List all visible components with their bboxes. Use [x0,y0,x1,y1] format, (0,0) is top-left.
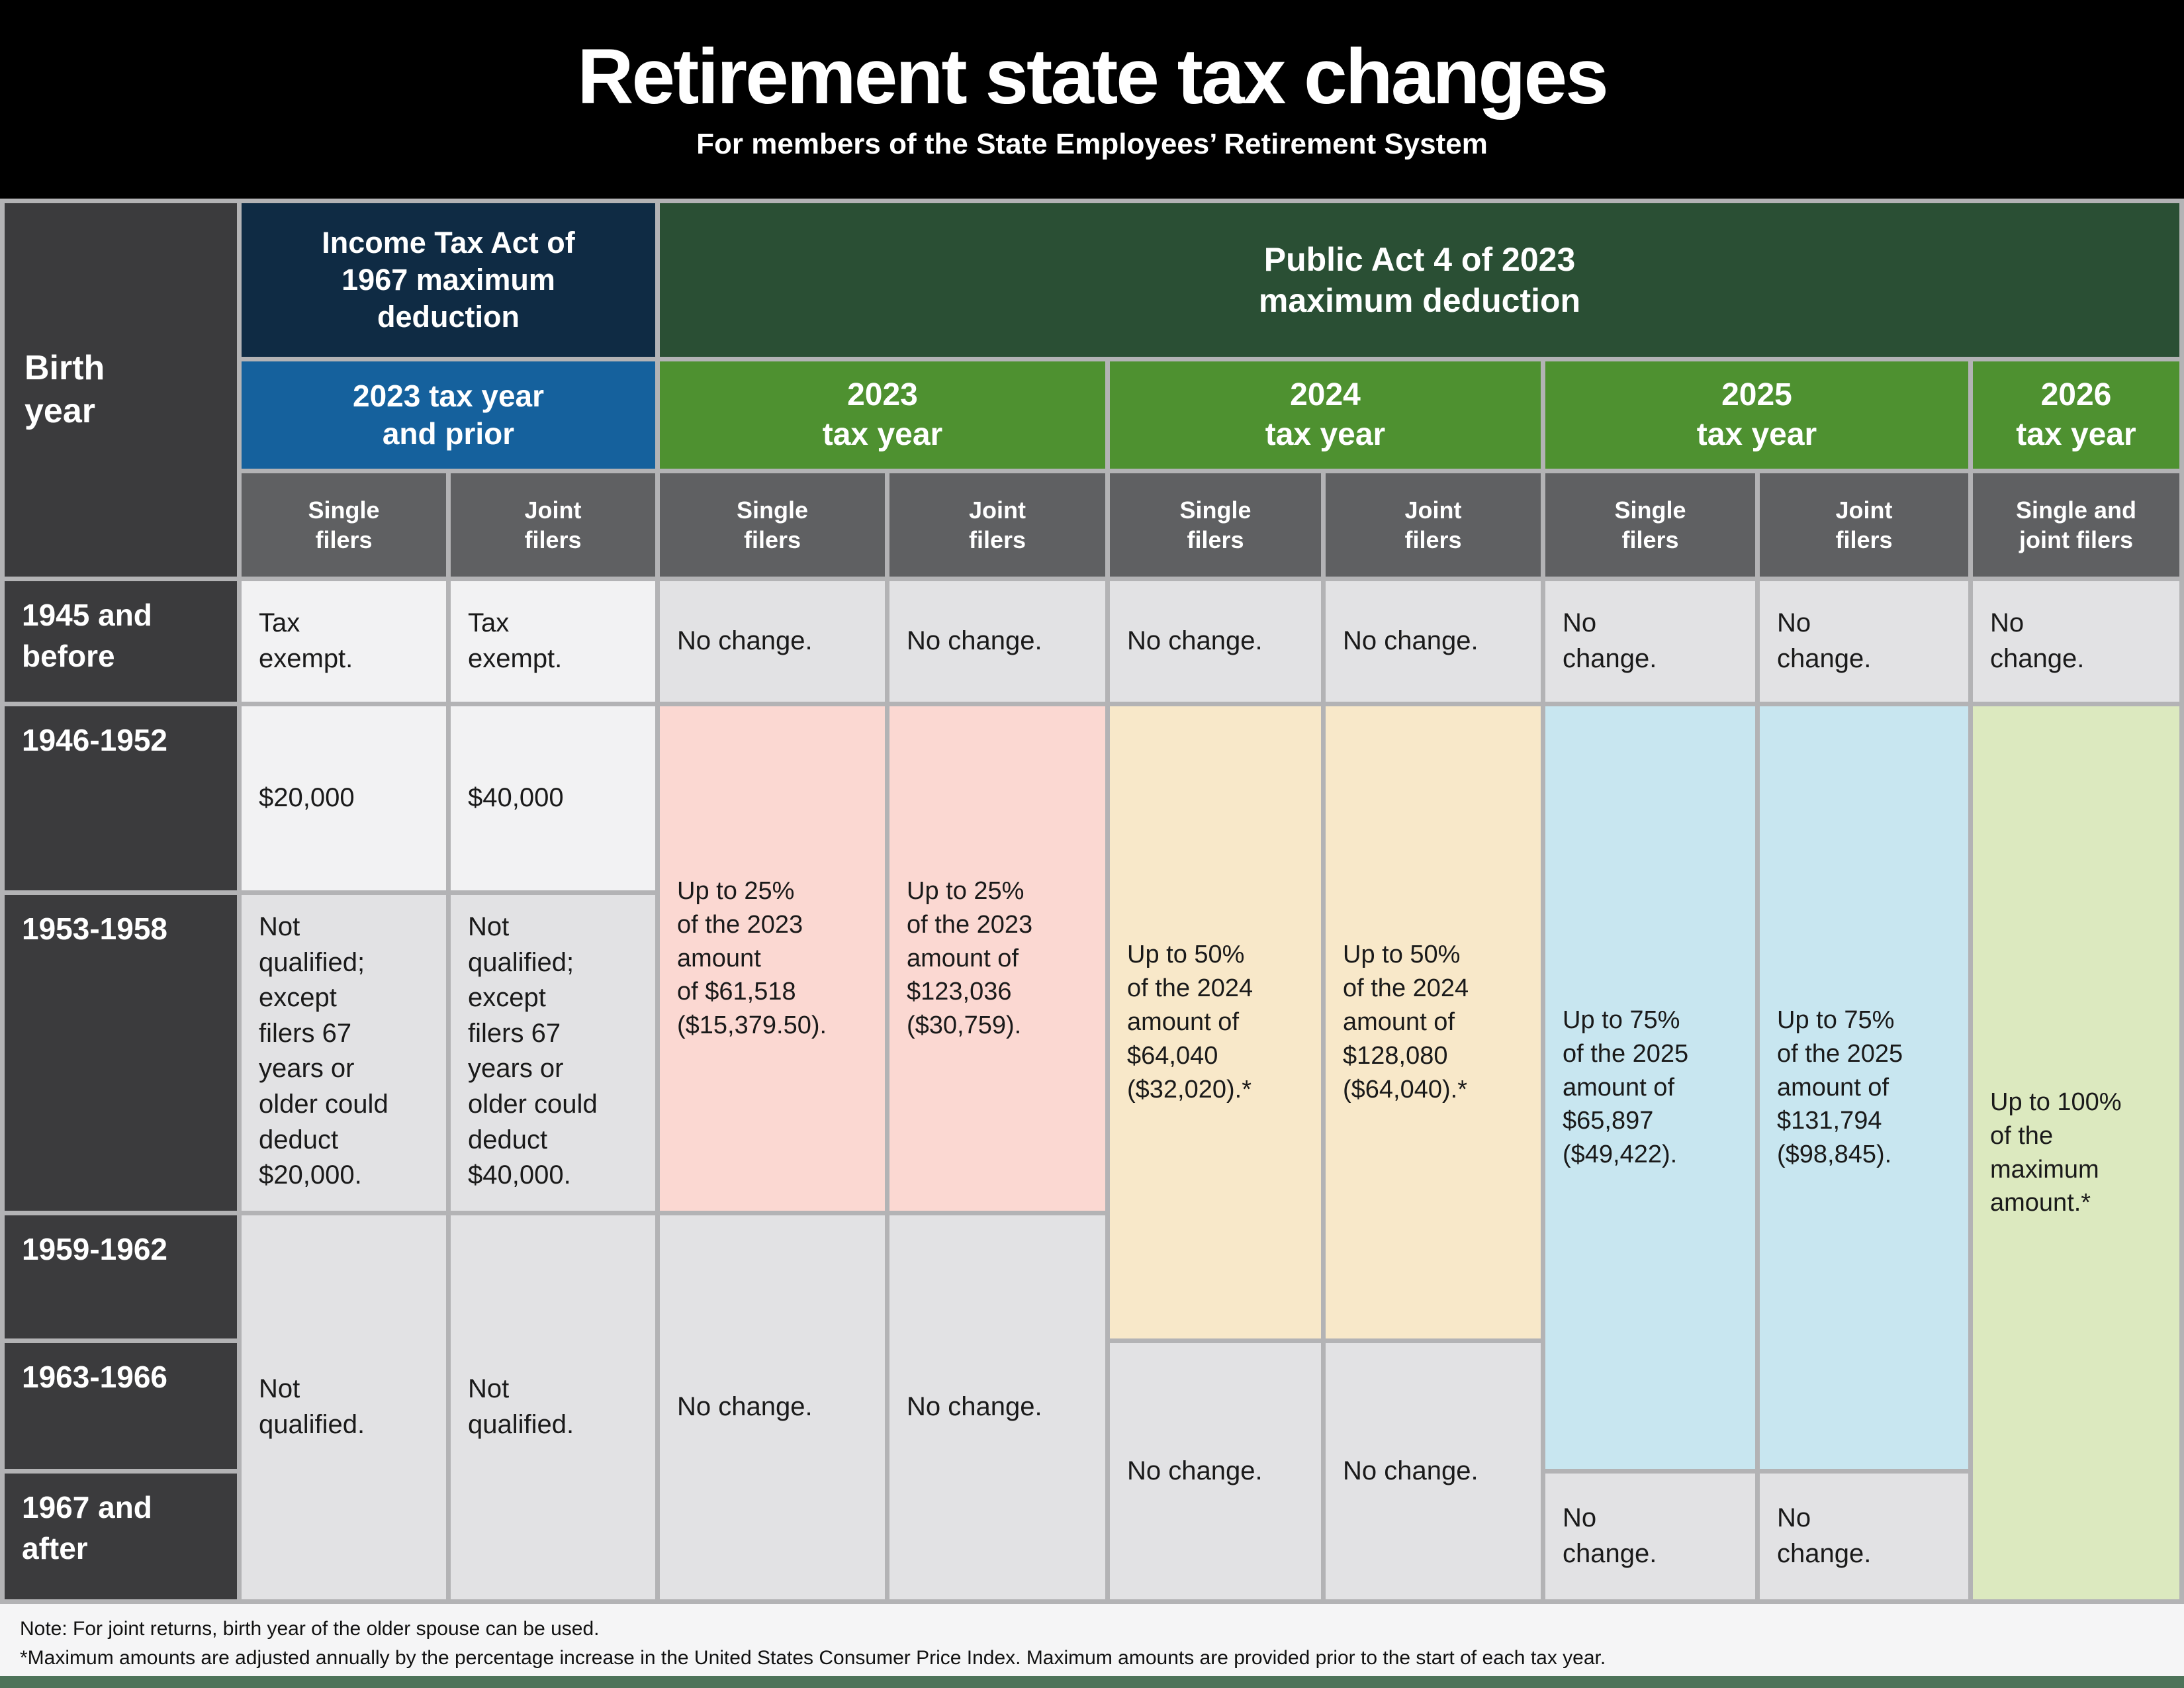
row-label-1963-1966: 1963-1966 [5,1343,237,1469]
cell-2024-single-50pct: Up to 50% of the 2024 amount of $64,040 … [1110,706,1321,1338]
header-2023-single-filers: Single filers [660,473,885,577]
cell-2026-100pct: Up to 100% of the maximum amount.* [1973,706,2179,1599]
cell-1945-2023-single: No change. [660,581,885,702]
cell-2023-joint-no-change: No change. [889,1215,1105,1599]
footnote-line-2: *Maximum amounts are adjusted annually b… [20,1646,1606,1669]
header-2026-tax-year: 2026 tax year [1973,361,2179,469]
row-label-1967-and-after: 1967 and after [5,1474,237,1599]
cell-1945-2026: No change. [1973,581,2179,702]
income-tax-act-group-header: Income Tax Act of 1967 maximum deduction [242,203,655,357]
cell-2025-single-no-change: No change. [1545,1474,1755,1599]
page-title: Retirement state tax changes [577,33,1608,120]
header-ita-single-filers: Single filers [242,473,446,577]
header-2023-tax-year-and-prior: 2023 tax year and prior [242,361,655,469]
footnotes: Note: For joint returns, birth year of t… [0,1604,2184,1676]
row-label-1959-1962: 1959-1962 [5,1215,237,1338]
cell-2023-single-25pct: Up to 25% of the 2023 amount of $61,518 … [660,706,885,1211]
cell-1945-2023-joint: No change. [889,581,1105,702]
header-2023-tax-year: 2023 tax year [660,361,1105,469]
header-2024-tax-year: 2024 tax year [1110,361,1541,469]
row-label-1953-1958: 1953-1958 [5,895,237,1211]
header-2026-single-and-joint-filers: Single and joint filers [1973,473,2179,577]
cell-2023-single-no-change: No change. [660,1215,885,1599]
cell-1945-ita-single: Tax exempt. [242,581,446,702]
bottom-accent-bar [0,1676,2184,1688]
cell-1953-ita-joint: Not qualified; except filers 67 years or… [451,895,655,1211]
cell-2025-joint-no-change: No change. [1760,1474,1968,1599]
header-2024-single-filers: Single filers [1110,473,1321,577]
header-2025-single-filers: Single filers [1545,473,1755,577]
cell-1946-ita-joint: $40,000 [451,706,655,890]
title-band: Retirement state tax changes For members… [0,0,2184,199]
cell-2025-single-75pct: Up to 75% of the 2025 amount of $65,897 … [1545,706,1755,1469]
header-2024-joint-filers: Joint filers [1326,473,1541,577]
cell-1945-2024-single: No change. [1110,581,1321,702]
header-ita-joint-filers: Joint filers [451,473,655,577]
cell-1945-2024-joint: No change. [1326,581,1541,702]
cell-ita-single-not-qualified: Not qualified. [242,1215,446,1599]
cell-2023-joint-25pct: Up to 25% of the 2023 amount of $123,036… [889,706,1105,1211]
cell-1946-ita-single: $20,000 [242,706,446,890]
cell-ita-joint-not-qualified: Not qualified. [451,1215,655,1599]
public-act-group-header: Public Act 4 of 2023 maximum deduction [660,203,2179,357]
header-2025-tax-year: 2025 tax year [1545,361,1968,469]
cell-2024-joint-no-change: No change. [1326,1343,1541,1599]
cell-1953-ita-single: Not qualified; except filers 67 years or… [242,895,446,1211]
header-2025-joint-filers: Joint filers [1760,473,1968,577]
footnote-line-1: Note: For joint returns, birth year of t… [20,1618,600,1640]
cell-1945-2025-joint: No change. [1760,581,1968,702]
page-subtitle: For members of the State Employees’ Reti… [696,128,1488,160]
cell-1945-ita-joint: Tax exempt. [451,581,655,702]
tax-table: Birth year Income Tax Act of 1967 maximu… [0,199,2184,1604]
header-2023-joint-filers: Joint filers [889,473,1105,577]
cell-2025-joint-75pct: Up to 75% of the 2025 amount of $131,794… [1760,706,1968,1469]
row-label-1946-1952: 1946-1952 [5,706,237,890]
row-label-1945-and-before: 1945 and before [5,581,237,702]
birth-year-header: Birth year [5,203,237,577]
cell-1945-2025-single: No change. [1545,581,1755,702]
cell-2024-single-no-change: No change. [1110,1343,1321,1599]
cell-2024-joint-50pct: Up to 50% of the 2024 amount of $128,080… [1326,706,1541,1338]
